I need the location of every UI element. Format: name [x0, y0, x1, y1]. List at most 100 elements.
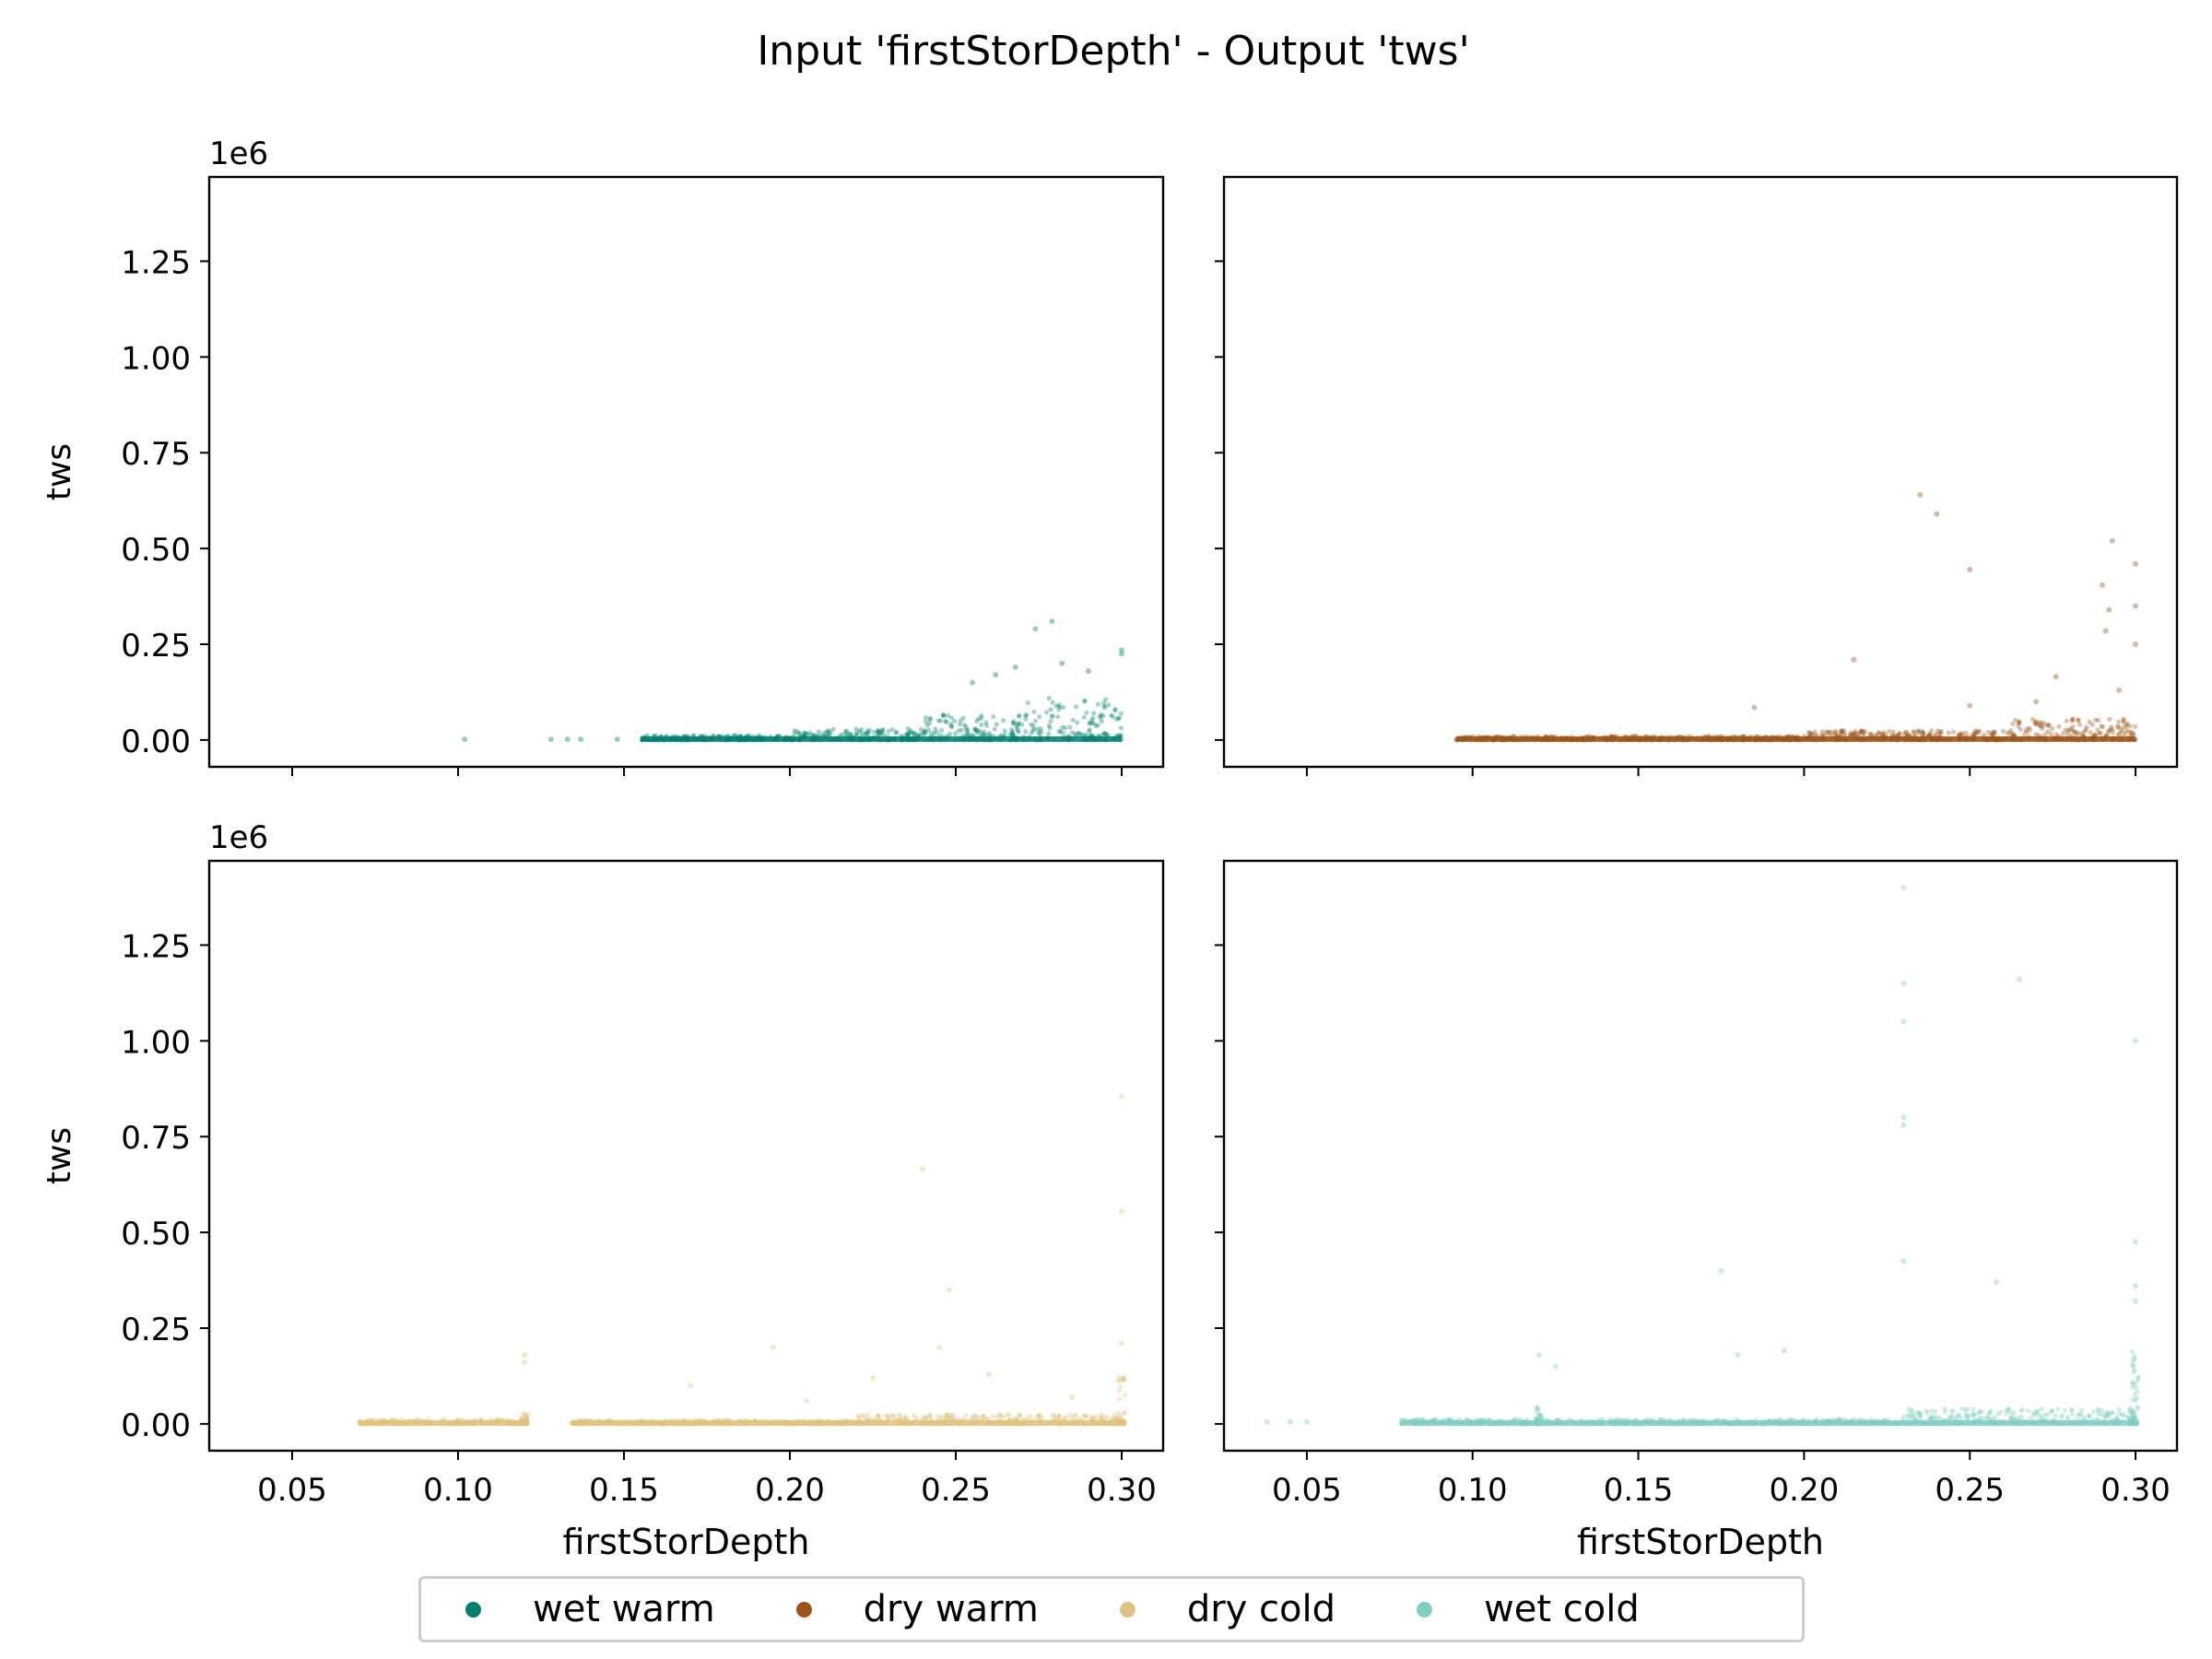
data-point [893, 730, 899, 735]
data-point [1087, 720, 1092, 725]
data-point [1975, 729, 1981, 735]
axes-frame [1222, 859, 2179, 1453]
data-point [1971, 1406, 1976, 1412]
data-point [1098, 715, 1103, 721]
data-point [1917, 491, 1924, 498]
data-point [982, 732, 987, 737]
data-point [971, 1415, 977, 1420]
data-point [1838, 728, 1843, 734]
data-point [1010, 729, 1016, 735]
x-axis-label: firstStorDepth [1577, 1522, 1824, 1562]
data-point [965, 727, 971, 734]
data-point [1030, 723, 1036, 728]
data-point [1950, 729, 1957, 735]
legend-label: dry warm [863, 1588, 1039, 1630]
data-point [1102, 705, 1108, 711]
data-point [844, 731, 850, 737]
data-point [1948, 1414, 1954, 1419]
data-point [1950, 1407, 1956, 1413]
data-point [2055, 1406, 2061, 1412]
data-point [912, 732, 917, 737]
scatter-points [1453, 491, 2138, 743]
data-point [827, 728, 832, 734]
data-point [1074, 704, 1079, 710]
data-point [937, 718, 944, 724]
data-point [1037, 714, 1042, 720]
data-point [1093, 724, 1099, 729]
data-point [1957, 732, 1962, 737]
data-point [1087, 729, 1092, 735]
data-point [1012, 664, 1018, 670]
data-point [1035, 1416, 1041, 1421]
data-point [1023, 729, 1029, 735]
data-point [1010, 721, 1016, 726]
data-point [1928, 1414, 1934, 1419]
data-point [1056, 1414, 1062, 1419]
data-point [2095, 1407, 2100, 1413]
y-tick-label: 1.00 [121, 1024, 191, 1061]
data-point [1037, 731, 1042, 736]
data-point [1099, 732, 1104, 738]
x-tick-label: 0.15 [1604, 1472, 1674, 1509]
data-point [853, 726, 859, 732]
data-point [979, 722, 984, 727]
data-point [1840, 730, 1845, 735]
data-point [963, 724, 969, 730]
data-point [825, 728, 830, 734]
data-point [875, 1413, 881, 1418]
data-point [1859, 728, 1865, 734]
data-point [1963, 730, 1969, 735]
data-point [1109, 712, 1114, 718]
y-tick-label: 0.25 [121, 628, 191, 665]
data-point [1988, 1408, 1994, 1414]
data-point [1055, 714, 1061, 720]
data-point [1018, 1413, 1023, 1418]
data-point [1971, 732, 1977, 737]
x-tick-label: 0.25 [1935, 1472, 2005, 1509]
data-point [2133, 1283, 2138, 1289]
data-point [1303, 1418, 1310, 1425]
data-point [1992, 1415, 1997, 1420]
data-point [879, 729, 885, 735]
data-point [994, 722, 999, 727]
data-point [943, 1412, 949, 1418]
data-band [2003, 735, 2136, 742]
data-point [1029, 730, 1034, 735]
x-tick-label: 0.10 [423, 1472, 493, 1509]
data-point [1808, 732, 1814, 737]
data-point [912, 731, 917, 736]
data-point [1927, 732, 1933, 737]
data-point [979, 712, 984, 718]
data-point [1938, 728, 1944, 735]
data-point [894, 730, 900, 735]
legend-label: wet cold [1484, 1588, 1640, 1630]
data-point [2053, 674, 2059, 680]
data-point [1117, 1396, 1123, 1402]
data-point [1935, 728, 1940, 734]
data-point [924, 714, 929, 721]
data-point [2106, 606, 2112, 613]
data-band [1399, 1419, 1539, 1426]
data-band [856, 1419, 1122, 1426]
data-point [881, 732, 887, 737]
data-point [979, 715, 984, 722]
data-point [1000, 718, 1006, 724]
data-point [1031, 726, 1037, 732]
data-point [816, 729, 822, 735]
data-point [522, 1352, 527, 1359]
data-point [2133, 641, 2138, 647]
x-tick-label: 0.15 [589, 1472, 659, 1509]
data-point [1959, 1406, 1964, 1412]
data-point [2068, 1407, 2074, 1413]
data-point [1032, 718, 1038, 724]
data-point [972, 726, 978, 732]
data-point [2133, 1298, 2138, 1304]
data-point [2062, 1407, 2067, 1413]
x-tick-label: 0.10 [1438, 1472, 1508, 1509]
data-point [2049, 725, 2054, 732]
data-point [1063, 725, 1068, 731]
data-point [1035, 730, 1041, 735]
x-tick-label: 0.05 [257, 1472, 327, 1509]
data-point [1035, 726, 1041, 732]
data-point [1855, 732, 1861, 737]
